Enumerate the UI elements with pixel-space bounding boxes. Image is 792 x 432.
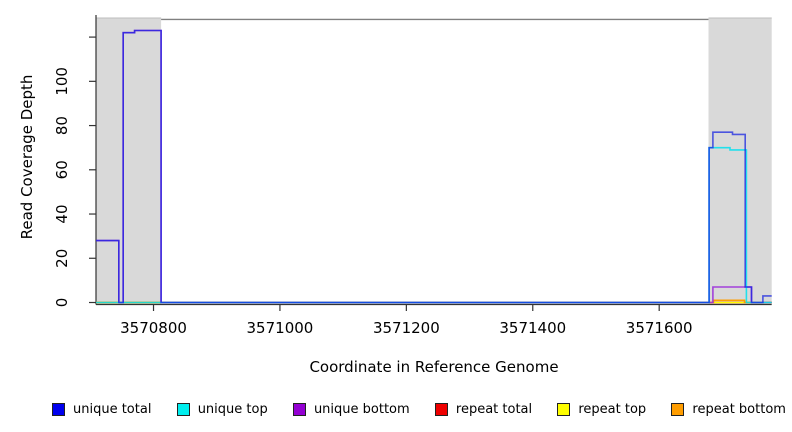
y-tick-label: 60 xyxy=(53,160,71,179)
y-tick-label: 40 xyxy=(53,204,71,223)
legend: unique total unique top unique bottom re… xyxy=(52,398,786,420)
legend-item-unique-top: unique top xyxy=(176,401,268,417)
x-tick-label: 3571400 xyxy=(499,319,566,337)
legend-item-unique-total: unique total xyxy=(52,401,152,417)
repeat-top-swatch-icon xyxy=(557,402,571,416)
highlight-regions xyxy=(96,17,772,304)
legend-item-repeat-bottom: repeat bottom xyxy=(671,401,786,417)
x-tick-label: 3571000 xyxy=(247,319,314,337)
unique-top-swatch-icon xyxy=(176,402,190,416)
legend-item-repeat-total: repeat total xyxy=(434,401,533,417)
unique-total-swatch-icon xyxy=(52,402,65,416)
series-line-unique-top xyxy=(96,146,772,304)
x-tick-label: 3571200 xyxy=(373,319,440,337)
legend-label: repeat top xyxy=(578,401,647,417)
x-axis-title: Coordinate in Reference Genome xyxy=(309,358,559,376)
legend-label: unique top xyxy=(197,401,268,417)
legend-label: unique total xyxy=(73,401,152,417)
series-line-unique-total xyxy=(96,29,772,304)
series-line-unique-bottom xyxy=(96,29,772,304)
x-tick-label: 3570800 xyxy=(120,319,187,337)
y-tick-label: 20 xyxy=(53,249,71,268)
legend-label: repeat total xyxy=(455,401,533,417)
y-axis-title: Read Coverage Depth xyxy=(18,74,36,240)
legend-label: repeat bottom xyxy=(692,401,786,417)
right-repeat-region xyxy=(708,17,772,304)
left-repeat-region xyxy=(96,17,162,304)
legend-label: unique bottom xyxy=(313,401,410,417)
legend-item-repeat-top: repeat top xyxy=(557,401,647,417)
repeat-bottom-swatch-icon xyxy=(671,402,685,416)
y-tick-label: 0 xyxy=(53,298,71,308)
legend-item-unique-bottom: unique bottom xyxy=(292,401,410,417)
y-tick-label: 100 xyxy=(53,67,71,96)
series-lines xyxy=(96,29,772,304)
y-tick-label: 80 xyxy=(53,116,71,135)
repeat-total-swatch-icon xyxy=(434,402,448,416)
unique-bottom-swatch-icon xyxy=(292,402,306,416)
x-tick-label: 3571600 xyxy=(626,319,693,337)
axes: 3570800 3571000 3571200 3571400 3571600 0 20 40… xyxy=(53,15,772,337)
plot-area: 3570800 3571000 3571200 3571400 3571600 0 20 40… xyxy=(53,15,772,337)
